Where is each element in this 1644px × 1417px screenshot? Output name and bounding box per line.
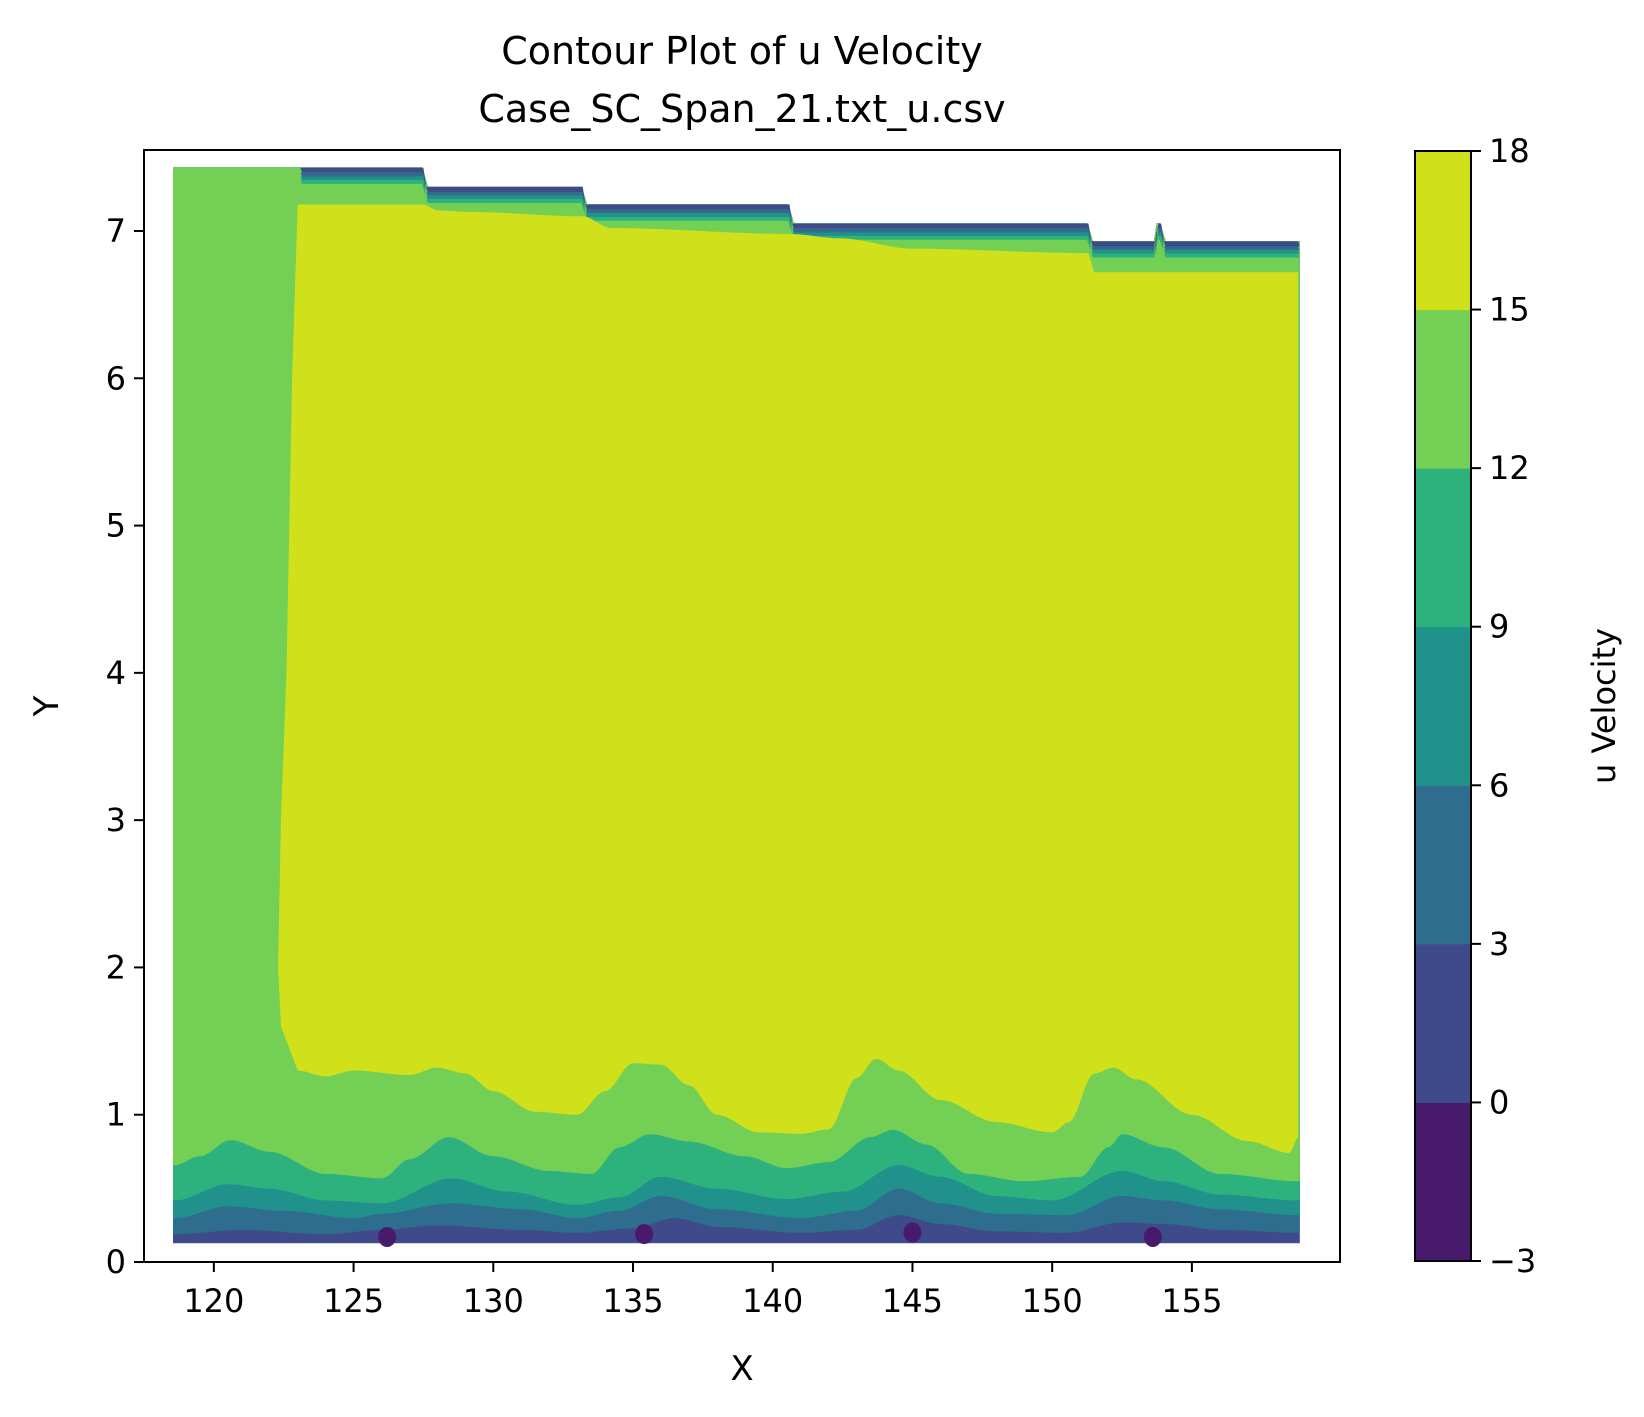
negative-velocity-patch bbox=[903, 1222, 922, 1243]
x-tick-label: 130 bbox=[463, 1282, 524, 1320]
x-tick-label: 150 bbox=[1022, 1282, 1083, 1320]
colorbar-tick-label: 3 bbox=[1489, 925, 1509, 963]
top-edge-band-3 bbox=[300, 180, 1300, 258]
colorbar-tick-label: 9 bbox=[1489, 608, 1509, 646]
colorbar-segment bbox=[1415, 943, 1471, 1103]
top-edge-band-0 bbox=[300, 167, 1300, 247]
colorbar-frame bbox=[1414, 150, 1472, 1262]
y-tick-label: 0 bbox=[106, 1243, 126, 1281]
colorbar-segment bbox=[1415, 309, 1471, 469]
y-tick-label: 4 bbox=[106, 654, 126, 692]
negative-velocity-patch bbox=[635, 1224, 654, 1245]
y-tick-label: 2 bbox=[106, 948, 126, 986]
y-tick-label: 1 bbox=[106, 1096, 126, 1134]
y-tick-label: 3 bbox=[106, 801, 126, 839]
colorbar-segment bbox=[1415, 1102, 1471, 1262]
y-tick-label: 5 bbox=[106, 507, 126, 545]
colorbar-tick-label: 18 bbox=[1489, 132, 1530, 170]
top-edge-band-1 bbox=[300, 172, 1300, 251]
contour-band-15-18 bbox=[278, 204, 1299, 1153]
colorbar-label: u Velocity bbox=[1585, 628, 1623, 784]
colorbar-segment bbox=[1415, 151, 1471, 311]
y-tick-label: 6 bbox=[106, 359, 126, 397]
y-tick-label: 7 bbox=[106, 212, 126, 250]
colorbar-tick-label: 0 bbox=[1489, 1083, 1509, 1121]
colorbar-tick-label: 12 bbox=[1489, 449, 1530, 487]
y-axis-label: Y bbox=[27, 695, 67, 717]
chart-subtitle: Case_SC_Span_21.txt_u.csv bbox=[478, 87, 1005, 131]
colorbar-segment bbox=[1415, 468, 1471, 628]
x-tick-label: 140 bbox=[742, 1282, 803, 1320]
y-axis-ticks: 0 1 2 3 4 5 6 7 bbox=[106, 212, 144, 1281]
x-tick-label: 120 bbox=[183, 1282, 244, 1320]
colorbar-tick-label: 15 bbox=[1489, 291, 1530, 329]
colorbar-tick-label: −3 bbox=[1489, 1242, 1536, 1280]
x-axis-ticks: 120 125 130 135 140 145 150 155 bbox=[183, 1262, 1222, 1320]
x-tick-label: 145 bbox=[882, 1282, 943, 1320]
x-axis-label: X bbox=[730, 1349, 753, 1389]
negative-velocity-patch bbox=[378, 1226, 397, 1247]
top-edge-band-2 bbox=[300, 176, 1300, 254]
x-tick-label: 155 bbox=[1161, 1282, 1222, 1320]
x-tick-label: 135 bbox=[602, 1282, 663, 1320]
colorbar bbox=[1415, 151, 1471, 1262]
x-tick-label: 125 bbox=[323, 1282, 384, 1320]
colorbar-ticks: −3 0 3 6 9 12 15 18 bbox=[1471, 132, 1536, 1280]
negative-velocity-patch bbox=[1143, 1226, 1162, 1247]
colorbar-tick-label: 6 bbox=[1489, 766, 1509, 804]
contour-field bbox=[173, 167, 1300, 1247]
colorbar-segment bbox=[1415, 785, 1471, 945]
plot-frame bbox=[143, 149, 1341, 1263]
chart-title: Contour Plot of u Velocity bbox=[501, 29, 982, 73]
colorbar-segment bbox=[1415, 626, 1471, 786]
